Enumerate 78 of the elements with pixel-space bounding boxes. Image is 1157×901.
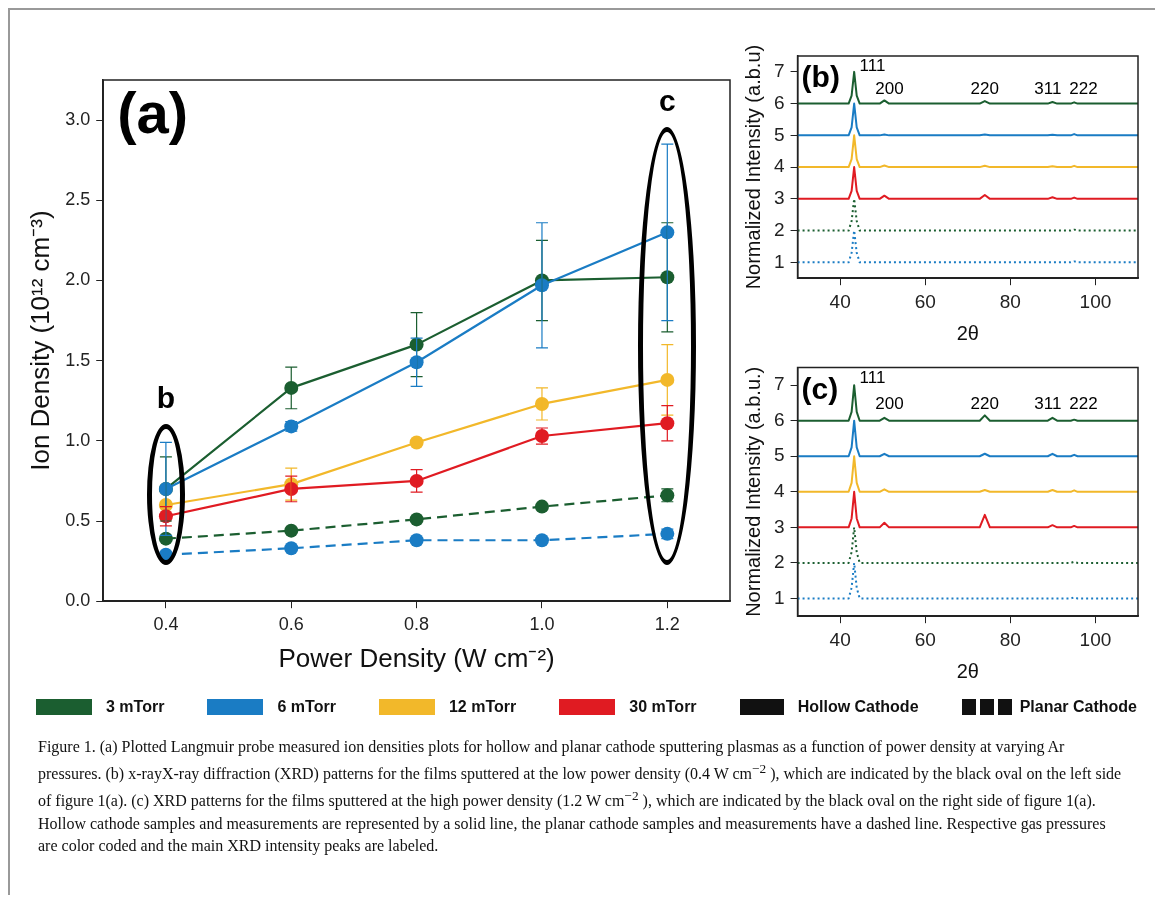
- annotation: 222: [1069, 394, 1098, 414]
- y-tick-label: 0.0: [65, 590, 91, 611]
- annotation: 200: [875, 79, 904, 99]
- y-tick-label: 0.5: [65, 509, 91, 530]
- x-axis-title: 2θ: [956, 321, 979, 344]
- point: [284, 481, 299, 496]
- line-series: [797, 229, 1138, 264]
- x-tick-label: 0.6: [278, 613, 304, 634]
- annotation: 200: [875, 394, 904, 414]
- y-tick-label: 1.0: [65, 429, 91, 450]
- y-tick-label: 4: [773, 480, 785, 502]
- text: Hollow Cathode: [797, 698, 919, 716]
- y-tick-label: 1.5: [65, 349, 91, 370]
- y-tick-label: 3.0: [65, 109, 91, 130]
- point: [284, 541, 299, 556]
- annotation: 311: [1034, 394, 1062, 414]
- chart-title: (a): [117, 80, 189, 145]
- x-tick-label: 40: [829, 290, 851, 312]
- point: [409, 473, 424, 488]
- annotation: 220: [970, 79, 999, 99]
- point: [409, 533, 424, 548]
- legend-label: 6 mTorr: [277, 698, 336, 716]
- y-axis-title: Ion Density (10¹² cm⁻³): [24, 210, 55, 471]
- legend-label: 3 mTorr: [106, 698, 165, 716]
- point: [284, 380, 299, 395]
- y-tick-label: 6: [773, 408, 785, 430]
- point: [284, 523, 299, 538]
- line-series: [797, 526, 1138, 564]
- annotation: 111: [859, 55, 886, 75]
- annotation: 111: [859, 368, 886, 388]
- point: [660, 372, 675, 387]
- x-tick-label: 1.2: [654, 613, 680, 634]
- x-tick-label: 0.4: [153, 613, 179, 634]
- chart-title: (c): [801, 371, 839, 405]
- x-tick-label: 1.0: [529, 613, 555, 634]
- x-tick-label: 0.8: [404, 613, 430, 634]
- y-tick-label: 2.5: [65, 189, 91, 210]
- x-tick-label: 60: [914, 290, 936, 312]
- x-tick-label: 80: [999, 290, 1021, 312]
- point: [534, 499, 549, 514]
- y-tick-label: 2: [773, 551, 785, 573]
- x-tick-label: 80: [999, 628, 1021, 650]
- line-series: [797, 561, 1138, 600]
- legend-label: 30 mTorr: [629, 698, 697, 716]
- point: [409, 512, 424, 527]
- annotation: c: [658, 84, 676, 118]
- y-tick-label: 6: [773, 91, 785, 113]
- annotation: 222: [1069, 79, 1098, 99]
- annotation: 311: [1034, 79, 1062, 99]
- y-tick-label: 1: [773, 586, 785, 608]
- y-tick-label: 5: [773, 444, 785, 466]
- y-axis-title: Normalized Intensity (a.b.u): [741, 44, 764, 290]
- annotation: b: [156, 381, 176, 415]
- annotation: 220: [970, 394, 999, 414]
- x-tick-label: 100: [1079, 290, 1112, 312]
- y-axis-title: Normalized Intensity (a.b.u.): [741, 366, 764, 617]
- point: [409, 435, 424, 450]
- text: Figure 1. (a) Plotted Langmuir probe measured ion densities plots for hollow and planar cathode sputtering plasmas as a function of power density at varying Ar pressures. (b) x-rayX-ray diffraction (XRD) patterns for the films sputtered at the low power density (0.4 W cm$^{−2}$ ), which are indicated by the black oval on the left side of figure 1(a). (c) XRD patterns for the films sputtered at the high power density (1.2 W cm$^{−2}$ ), which are indicated by the black oval on the right side of figure 1(a). Hollow cathode samples and measurements are represented by a solid line, the planar cathode samples and measurements have a dashed line. Respective gas pressures are color coded and the main XRD intensity peaks are labeled.: [38, 738, 1122, 854]
- y-tick-label: 1: [773, 250, 785, 272]
- x-tick-label: 60: [914, 628, 936, 650]
- y-tick-label: 4: [773, 155, 785, 177]
- legend-label: 12 mTorr: [448, 698, 517, 716]
- chart-title: (b): [801, 60, 840, 94]
- y-tick-label: 2: [773, 218, 785, 240]
- text: Planar Cathode: [1019, 698, 1137, 716]
- line-series: [797, 197, 1138, 232]
- x-tick-label: 100: [1079, 628, 1112, 650]
- point: [660, 416, 675, 431]
- y-tick-label: 3: [773, 187, 785, 209]
- point: [534, 533, 549, 548]
- y-tick-label: 2.0: [65, 269, 91, 290]
- y-tick-label: 7: [773, 373, 785, 395]
- x-tick-label: 40: [829, 628, 851, 650]
- y-tick-label: 7: [773, 60, 785, 82]
- x-axis-title: Power Density (W cm⁻²): [278, 642, 555, 673]
- y-tick-label: 3: [773, 515, 785, 537]
- y-tick-label: 5: [773, 123, 785, 145]
- x-axis-title: 2θ: [956, 659, 979, 682]
